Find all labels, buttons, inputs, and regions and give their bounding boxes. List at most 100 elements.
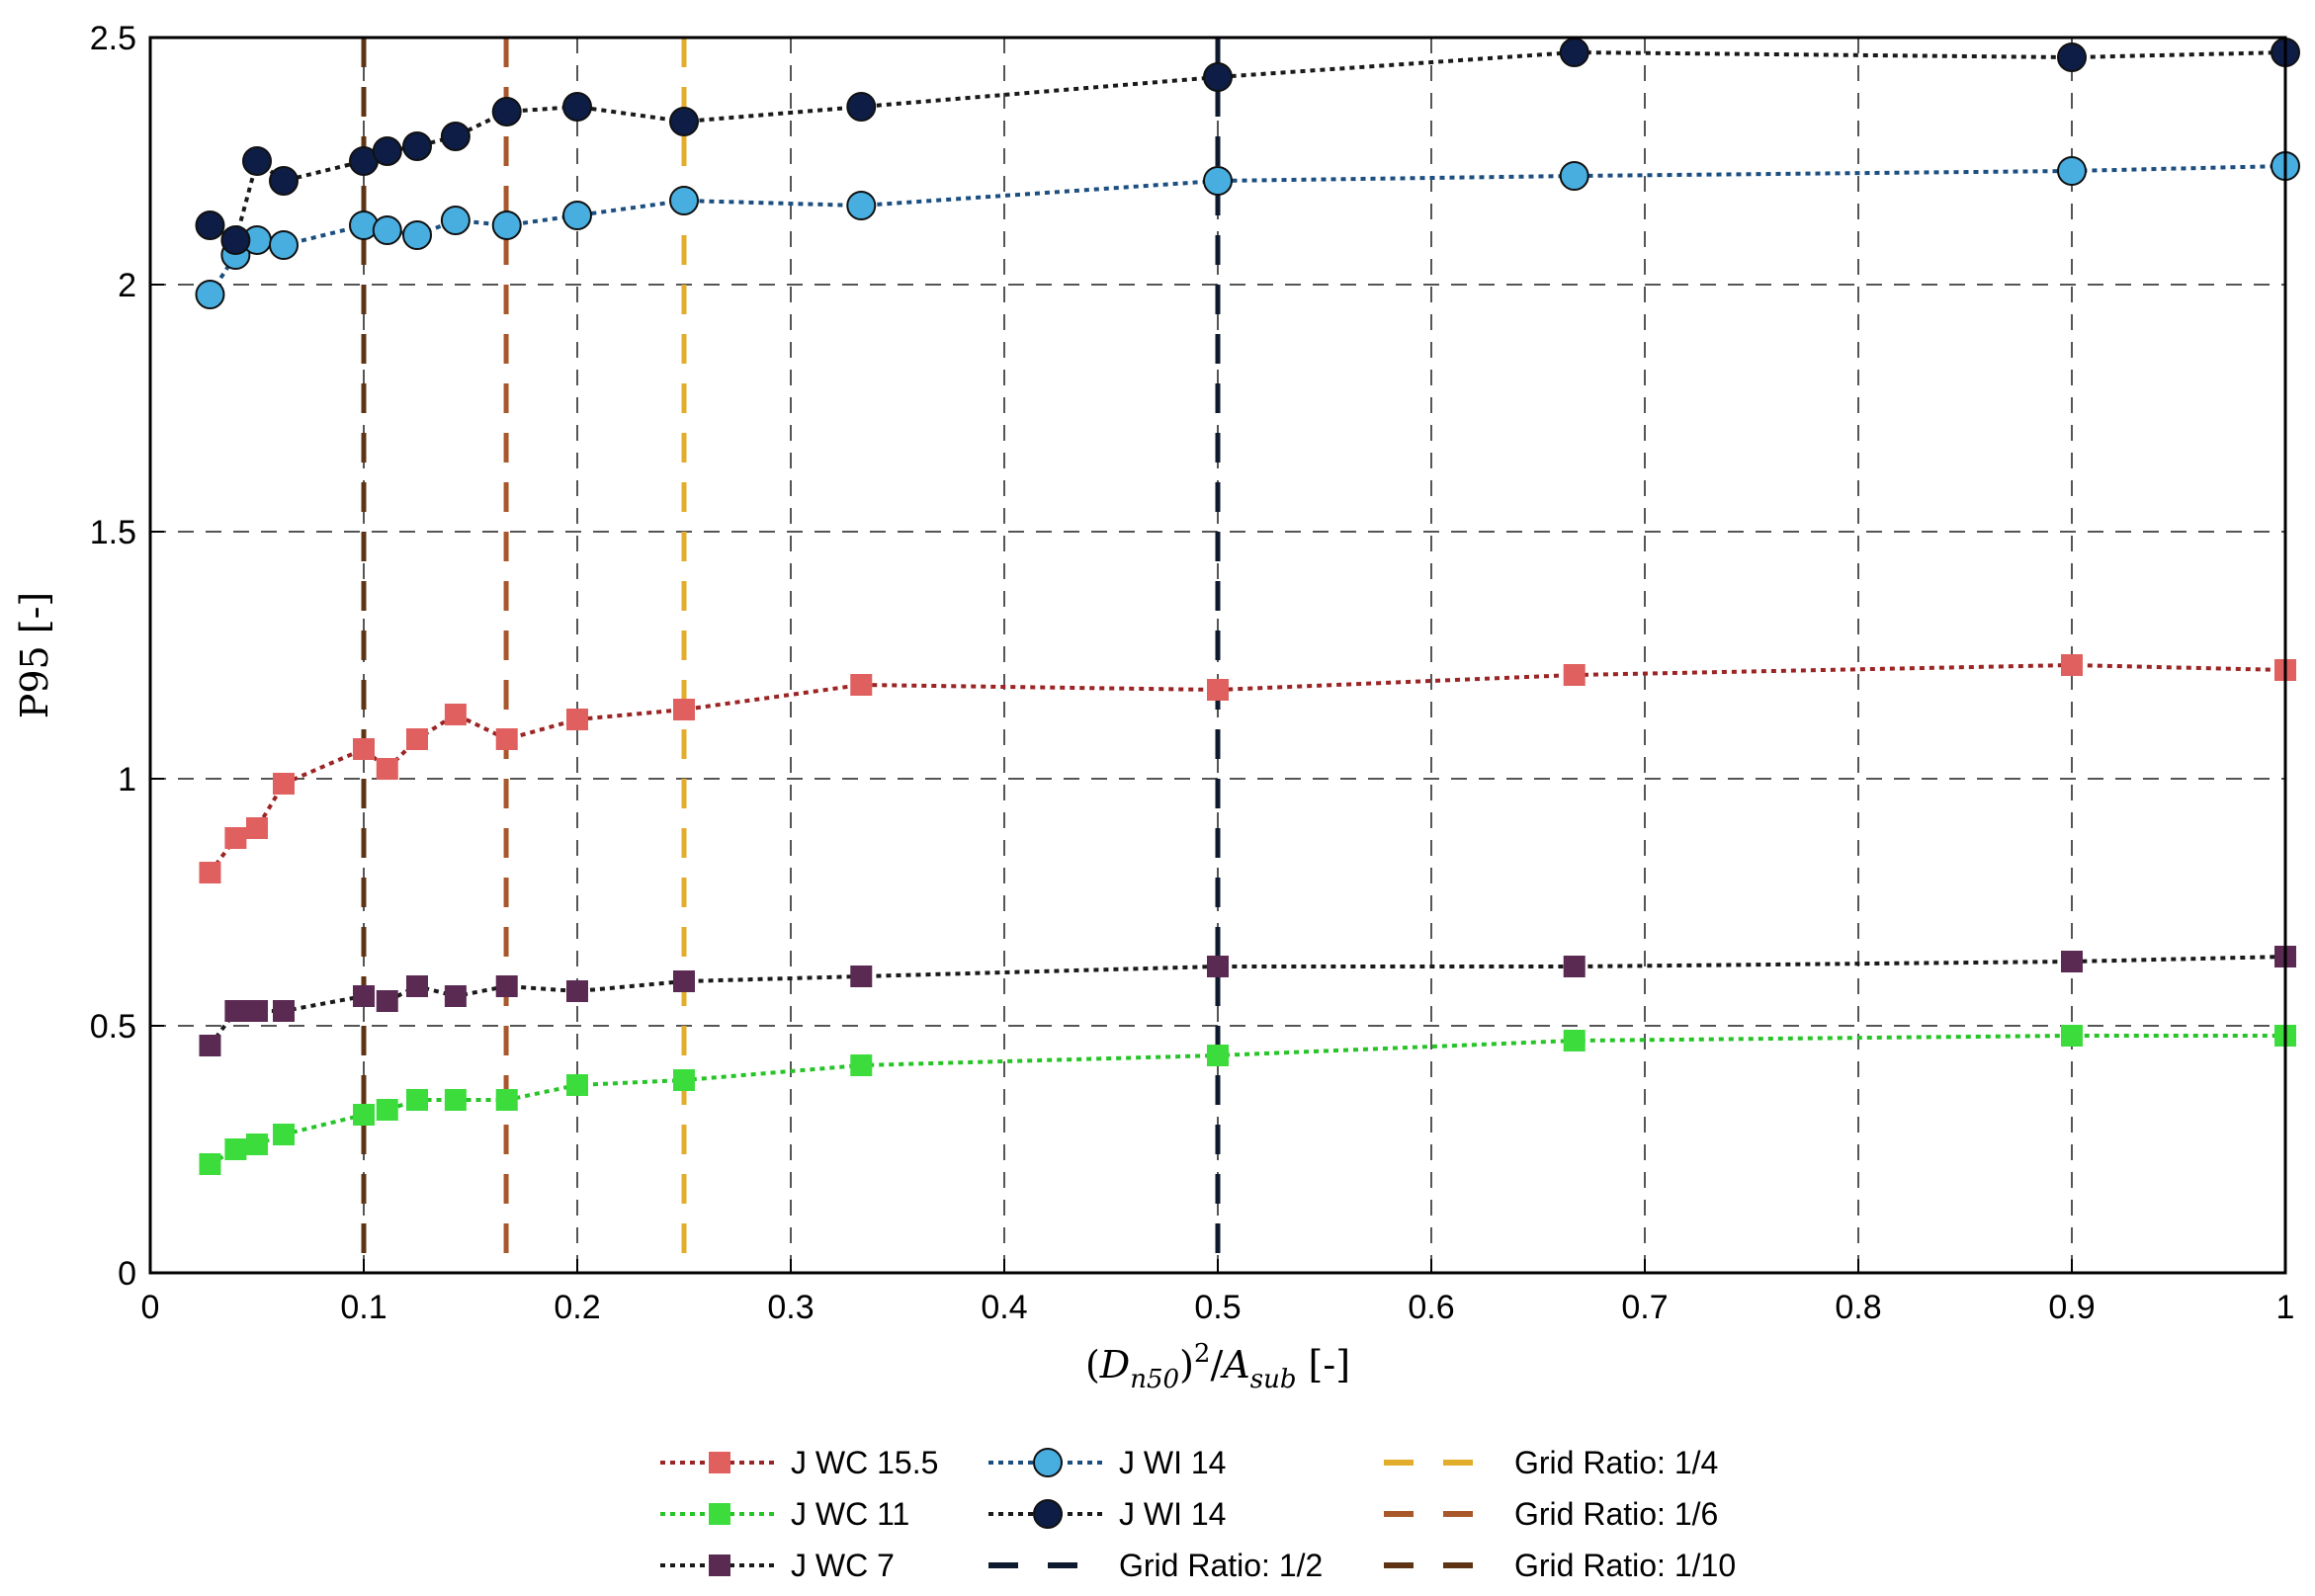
data-point (1563, 956, 1586, 977)
data-point (1203, 166, 1233, 196)
series-1 (199, 1025, 2296, 1175)
data-point (850, 1054, 873, 1076)
legend-label: Grid Ratio: 1/10 (1514, 1548, 1736, 1583)
series-2 (199, 946, 2296, 1056)
series-line-3 (208, 164, 2286, 296)
data-point (224, 1138, 247, 1160)
data-point (353, 985, 375, 1007)
data-series (195, 38, 2300, 1175)
data-point (673, 970, 695, 992)
data-point (495, 975, 518, 997)
x-tick-label: 0.4 (981, 1289, 1027, 1326)
legend-marker (709, 1554, 730, 1576)
data-point (246, 1000, 268, 1022)
x-tick-label: 0.1 (340, 1289, 386, 1326)
data-point (220, 225, 251, 255)
legend-label: Grid Ratio: 1/4 (1514, 1445, 1718, 1480)
data-point (444, 1089, 467, 1111)
legend-label: J WC 11 (791, 1496, 909, 1532)
y-tick-label: 0.5 (90, 1008, 136, 1046)
data-point (353, 1104, 375, 1126)
data-point (269, 230, 299, 260)
x-tick-label: 0.2 (554, 1289, 600, 1326)
data-point (353, 738, 375, 760)
series-line-0 (208, 662, 2286, 875)
x-tick-label: 0 (141, 1289, 160, 1326)
data-point (846, 191, 877, 220)
data-point (673, 699, 695, 720)
data-point (2061, 951, 2083, 972)
data-point (1207, 956, 1229, 977)
data-point (2057, 42, 2087, 72)
data-point (2061, 654, 2083, 676)
legend-marker (709, 1503, 730, 1525)
data-point (195, 280, 225, 309)
y-tick-label: 1.5 (90, 514, 136, 551)
x-tick-label: 1 (2276, 1289, 2295, 1326)
data-point (246, 1134, 268, 1155)
data-point (199, 1035, 221, 1056)
data-point (2061, 1025, 2083, 1047)
data-point (246, 817, 268, 839)
data-point (406, 975, 428, 997)
series-line-4 (209, 49, 2286, 244)
legend: J WC 15.5 J WC 11 J WC 7 J WI 14 J WI 14 Grid… (660, 1445, 1736, 1583)
data-point (673, 1069, 695, 1091)
y-tick-label: 2.5 (90, 20, 136, 57)
x-axis-label: (Dn50)2/Asub [-] (1085, 1339, 1350, 1394)
data-point (440, 122, 471, 151)
data-point (376, 1099, 398, 1121)
data-point (376, 758, 398, 780)
data-point (199, 1153, 221, 1175)
data-point (562, 201, 592, 230)
y-tick-label: 0 (118, 1255, 136, 1293)
data-point (224, 827, 247, 849)
data-point (1559, 38, 1589, 67)
y-tick-label: 1 (118, 761, 136, 798)
x-tick-label: 0.9 (2048, 1289, 2095, 1326)
data-point (2057, 156, 2087, 186)
data-point (495, 728, 518, 750)
data-point (495, 1089, 518, 1111)
legend-marker (1033, 1499, 1063, 1529)
axis-ticks: 0 0.1 0.2 0.3 0.4 0.5 0.6 0.7 0.8 0.9 1 0 0.5 1 1.5 2 2.… (90, 20, 2295, 1326)
legend-entry-6: Grid Ratio: 1/4 (1384, 1445, 1718, 1480)
x-tick-label: 0.7 (1621, 1289, 1668, 1326)
data-point (566, 1074, 588, 1096)
series-line-2 (208, 955, 2286, 1048)
legend-entry-0: J WC 15.5 (660, 1445, 938, 1480)
data-point (669, 107, 699, 136)
legend-entry-3: J WI 14 (988, 1445, 1226, 1480)
legend-label: J WI 14 (1119, 1445, 1226, 1480)
data-point (850, 674, 873, 696)
legend-label: J WC 7 (791, 1548, 895, 1583)
legend-entry-1: J WC 11 (660, 1496, 909, 1532)
data-point (491, 210, 522, 240)
legend-label: J WI 14 (1119, 1496, 1226, 1532)
series-0 (199, 654, 2296, 883)
data-point (440, 206, 471, 235)
legend-marker (1033, 1448, 1063, 1477)
x-tick-label: 0.5 (1194, 1289, 1241, 1326)
data-point (273, 1000, 295, 1022)
data-point (242, 146, 272, 176)
data-point (444, 985, 467, 1007)
legend-label: Grid Ratio: 1/2 (1119, 1548, 1323, 1583)
data-point (846, 92, 877, 122)
data-point (406, 1089, 428, 1111)
data-point (850, 966, 873, 987)
legend-entry-4: J WI 14 (988, 1496, 1226, 1532)
data-point (372, 136, 402, 166)
data-point (1203, 62, 1233, 92)
data-point (1559, 161, 1589, 191)
data-point (224, 1000, 247, 1022)
data-point (566, 980, 588, 1002)
data-point (491, 97, 522, 126)
series-line-1 (209, 1034, 2285, 1166)
data-point (273, 773, 295, 795)
data-point (669, 186, 699, 215)
y-axis-label: P95 [-] (13, 592, 56, 719)
y-tick-label: 2 (118, 267, 136, 304)
data-point (1563, 664, 1586, 686)
